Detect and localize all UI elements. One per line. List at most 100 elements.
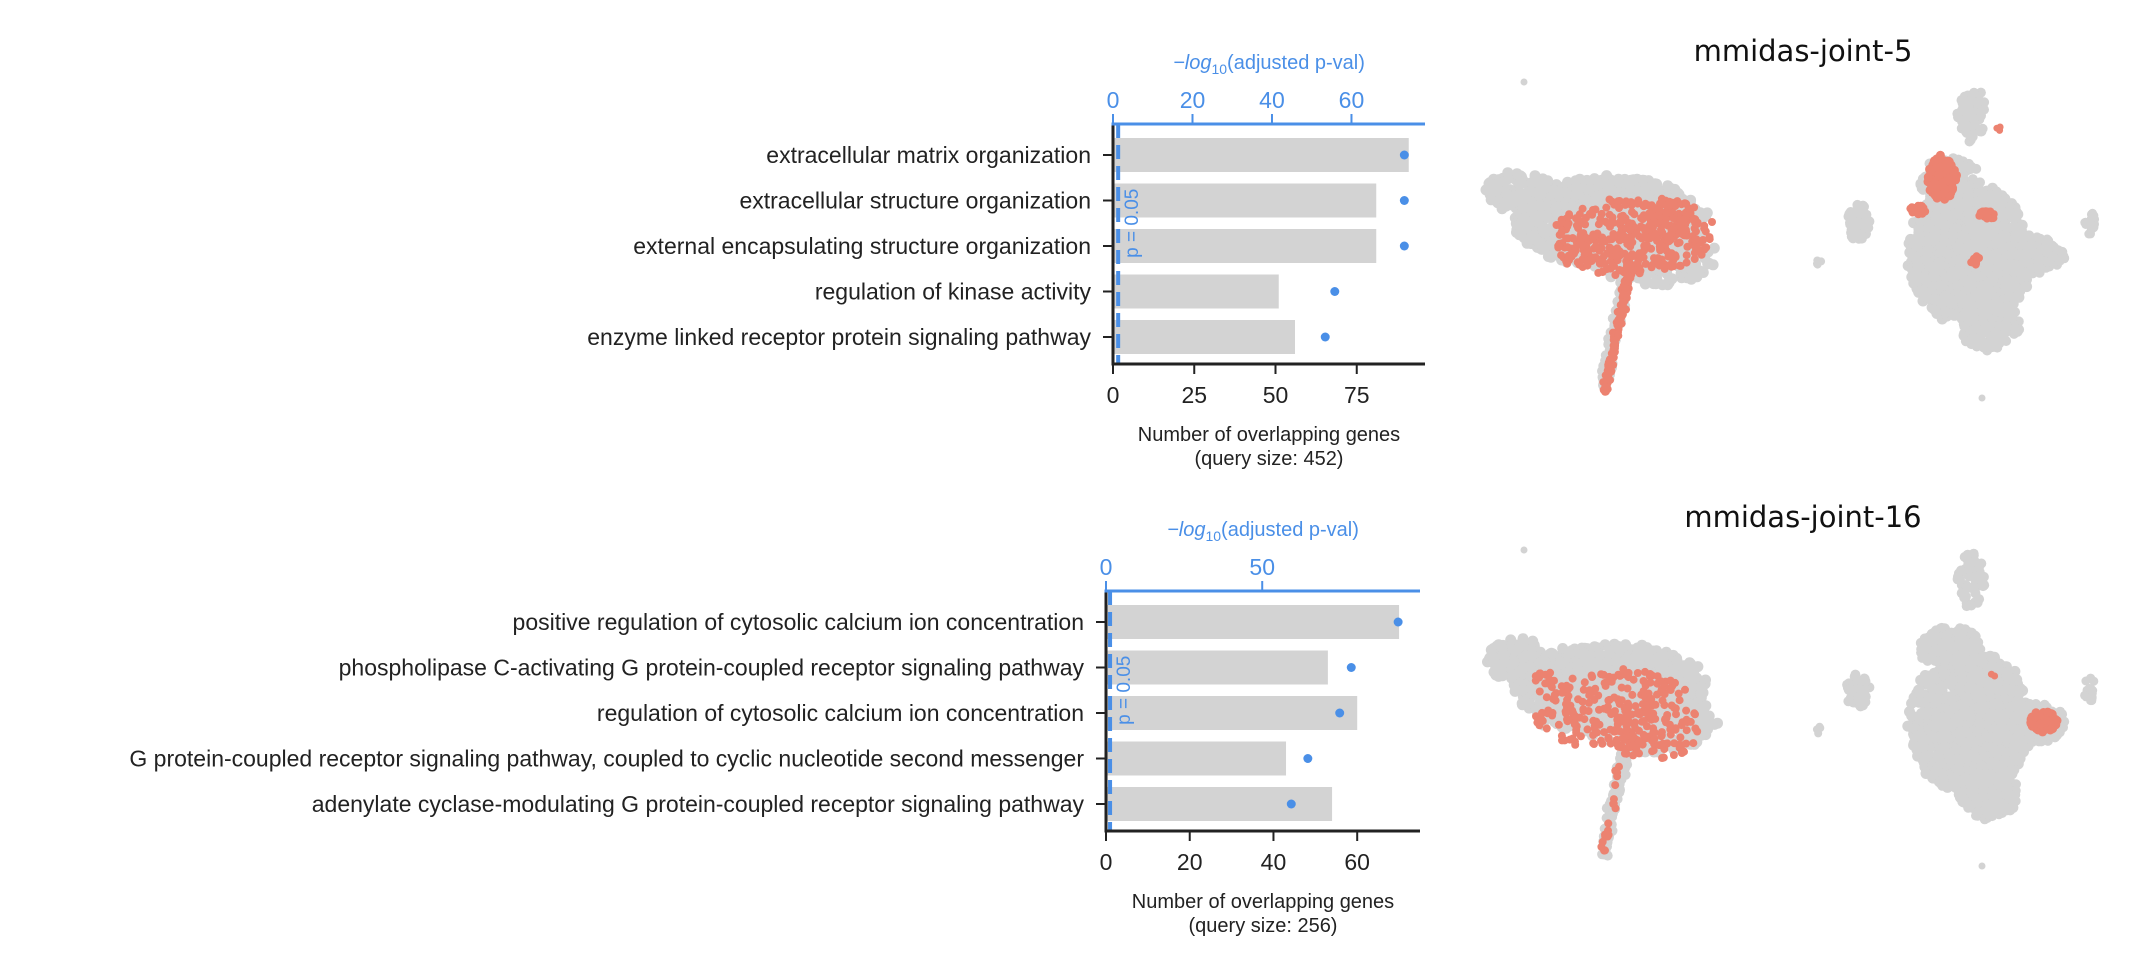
cell-point	[1689, 216, 1698, 225]
bar	[1114, 138, 1409, 172]
cell-point	[1965, 164, 1976, 174]
cell-point	[1932, 193, 1942, 203]
cell-point	[1602, 203, 1611, 212]
cell-point	[1966, 95, 1977, 106]
cell-point	[1708, 218, 1716, 226]
cell-point	[1585, 655, 1596, 667]
cell-point	[1534, 174, 1546, 186]
cell-point	[1628, 174, 1639, 186]
cell-point	[1990, 189, 2002, 200]
cell-point	[1928, 270, 1940, 282]
cell-point	[1967, 258, 1976, 267]
cell-point	[1701, 227, 1710, 236]
bar	[1107, 605, 1400, 639]
cell-point	[1536, 239, 1547, 251]
cell-point	[1990, 297, 2001, 308]
top-tick-label: 20	[1180, 87, 1206, 113]
bar	[1107, 787, 1333, 821]
cell-point	[1930, 211, 1942, 223]
cell-point	[1563, 647, 1575, 659]
x-tick-label: 60	[1344, 849, 1370, 875]
cell-point	[1684, 272, 1696, 284]
cell-point	[1480, 184, 1492, 196]
pvalue-point	[1346, 663, 1356, 672]
cell-point	[1919, 290, 1931, 302]
cell-point	[1520, 78, 1528, 86]
cell-point	[1663, 232, 1672, 241]
cell-point	[2021, 241, 2032, 252]
cell-point	[1633, 199, 1642, 208]
cell-point	[1923, 219, 1935, 231]
cell-point	[1813, 260, 1822, 269]
cell-point	[1605, 195, 1614, 204]
cell-point	[1909, 207, 1918, 216]
cell-point	[1699, 236, 1707, 244]
cell-point	[1639, 182, 1651, 194]
cell-point	[1626, 242, 1635, 251]
cell-point	[1511, 168, 1523, 180]
cell-point	[1989, 341, 2000, 352]
cell-point	[1928, 293, 1940, 305]
cell-point	[1612, 176, 1624, 188]
pvalue-point	[1399, 196, 1409, 205]
cell-point	[1660, 218, 1669, 227]
cell-point	[1591, 175, 1603, 187]
cell-point	[1707, 259, 1719, 271]
cell-point	[1951, 208, 1963, 220]
cell-point	[1552, 221, 1561, 229]
cell-point	[1977, 280, 1989, 292]
pvalue-point	[1330, 287, 1340, 296]
cell-point	[1653, 256, 1662, 265]
cell-point	[1934, 261, 1946, 273]
cell-point	[1584, 183, 1596, 195]
cell-point	[1607, 349, 1616, 358]
cell-point	[1981, 264, 1993, 276]
cell-point	[2035, 233, 2046, 244]
cell-point	[1664, 273, 1676, 285]
x-axis-label-note: (query size: 452)	[1195, 448, 1344, 470]
cell-point	[1492, 178, 1504, 190]
cell-point	[1619, 290, 1628, 299]
cell-point	[1962, 303, 1973, 314]
cell-point	[1542, 175, 1554, 187]
cell-point	[1594, 648, 1606, 660]
cell-point	[1615, 251, 1624, 260]
bar	[1114, 320, 1295, 354]
cell-point	[1647, 263, 1656, 272]
cell-point	[1991, 306, 2002, 317]
x-axis-label-note: (query size: 256)	[1189, 915, 1338, 937]
pvalue-point	[1320, 332, 1330, 342]
pvalue-point	[1399, 150, 1409, 160]
cell-point	[1978, 394, 1986, 402]
cell-point	[1939, 306, 1951, 318]
cell-point	[1614, 644, 1626, 656]
pvalue-point	[1393, 617, 1403, 627]
cell-point	[1690, 203, 1699, 212]
cell-point	[1565, 212, 1574, 221]
cell-point	[1521, 237, 1533, 249]
cell-point	[1700, 210, 1712, 222]
cell-point	[1629, 252, 1637, 260]
cell-point	[1633, 258, 1642, 267]
cell-point	[2014, 324, 2025, 335]
cell-point	[1670, 200, 1679, 209]
cell-point	[1952, 242, 1964, 254]
top-tick-label: 60	[1339, 87, 1365, 113]
cell-point	[2034, 265, 2045, 276]
cell-point	[1497, 670, 1508, 682]
cell-point	[1581, 220, 1590, 229]
cell-point	[1923, 172, 1933, 182]
cell-point	[1514, 192, 1526, 203]
cell-point	[1701, 243, 1709, 252]
cell-point	[1608, 245, 1617, 254]
pvalue-point	[1286, 799, 1296, 809]
cell-point	[1670, 224, 1678, 232]
cell-point	[1913, 229, 1925, 241]
bar	[1107, 741, 1287, 776]
cell-point	[1647, 201, 1656, 210]
umap-title: mmidas-joint-5	[1694, 34, 1913, 68]
cell-point	[1657, 649, 1669, 661]
cell-point	[1964, 105, 1975, 116]
cell-point	[1976, 110, 1986, 121]
